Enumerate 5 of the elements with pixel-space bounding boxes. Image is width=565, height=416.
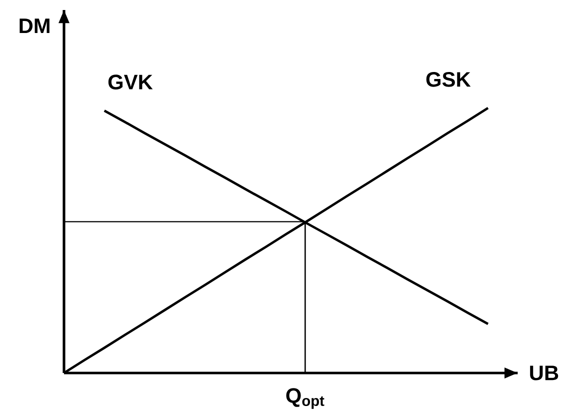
x-axis-title: UB [530,366,558,380]
text: Q$_{opt}$ [286,388,324,409]
y-axis-title: DM [20,18,50,34]
series-label: GSK [426,72,471,87]
series-label: GVK [108,74,153,90]
